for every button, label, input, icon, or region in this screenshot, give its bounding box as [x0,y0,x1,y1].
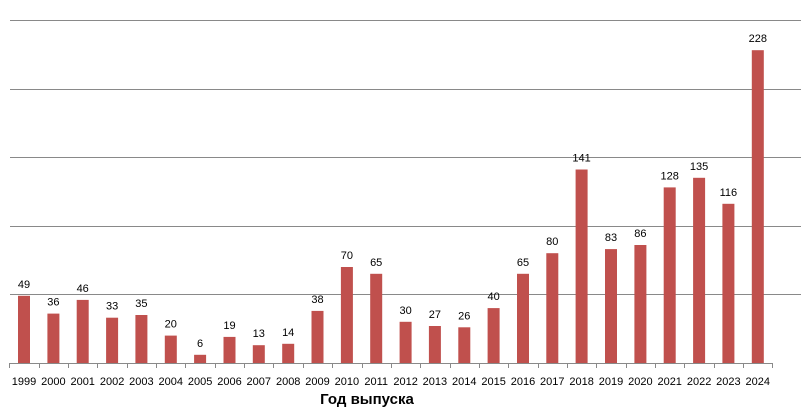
data-label-2013: 27 [429,309,441,321]
data-label-2010: 70 [341,250,353,262]
x-tick-label-2005: 2005 [188,376,212,388]
bar-2011 [370,273,383,363]
bar-2010 [340,267,353,363]
data-label-2024: 228 [749,33,767,45]
data-label-2018: 141 [572,153,590,165]
gridlines [10,20,801,295]
bar-2007 [252,345,265,363]
data-label-2006: 19 [223,320,235,332]
x-tick-label-2003: 2003 [129,376,153,388]
bar-2017 [546,253,559,363]
data-labels: 49 36 46 33 35 20 6 19 13 14 38 70 65 30 27 26 40 65 80 141… [18,33,767,350]
bar-2015 [487,308,500,363]
x-tick-label-2009: 2009 [305,376,329,388]
data-label-2008: 14 [282,327,294,339]
data-label-2007: 13 [253,328,265,340]
x-tick-label-2015: 2015 [481,376,505,388]
data-label-2001: 46 [77,283,89,295]
bar-2004 [164,335,177,363]
bar-2006 [223,336,236,363]
x-tick-label-2017: 2017 [540,376,564,388]
x-tick-label-2007: 2007 [247,376,271,388]
data-label-2002: 33 [106,301,118,313]
bar-2018 [575,169,588,363]
data-label-2022: 135 [690,161,708,173]
bar-2020 [634,245,647,363]
bar-2013 [428,326,441,363]
x-tick-label-2023: 2023 [716,376,740,388]
bar-2000 [47,313,60,363]
data-label-2019: 83 [605,232,617,244]
bars [18,50,764,363]
data-label-2015: 40 [487,291,499,303]
data-label-2014: 26 [458,310,470,322]
bar-2022 [693,177,706,363]
bar-1999 [18,295,30,363]
bar-2002 [106,317,119,363]
bar-2008 [282,343,295,363]
bar-2012 [399,321,412,363]
bar-2001 [76,299,89,363]
bar-2024 [751,50,764,363]
data-label-2004: 20 [165,319,177,331]
x-tick-label-2018: 2018 [569,376,593,388]
x-tick-label-2008: 2008 [276,376,300,388]
x-tick-label-2012: 2012 [393,376,417,388]
x-tick-label-2004: 2004 [159,376,183,388]
x-tick-label-2020: 2020 [628,376,652,388]
bar-2014 [458,327,471,363]
x-tick-labels: 1999 2000 2001 2002 2003 2004 2005 2006 2007 2008… [9,363,773,388]
x-tick-label-1999: 1999 [12,376,36,388]
data-label-2012: 30 [399,305,411,317]
x-tick-label-2002: 2002 [100,376,124,388]
bar-2009 [311,310,324,363]
data-label-2021: 128 [661,170,679,182]
x-tick-label-2006: 2006 [217,376,241,388]
data-label-2005: 6 [197,338,203,350]
x-tick-label-2019: 2019 [599,376,623,388]
x-tick-label-2022: 2022 [687,376,711,388]
x-tick-label-2001: 2001 [70,376,94,388]
bar-2003 [135,315,148,363]
bar-2005 [194,354,207,363]
bar-2023 [722,203,735,363]
x-axis-title: Год выпуска [320,391,414,408]
data-label-2000: 36 [47,297,59,309]
bar-2021 [663,187,676,363]
x-tick-label-2013: 2013 [423,376,447,388]
data-label-2009: 38 [311,294,323,306]
data-label-2017: 80 [546,236,558,248]
data-label-1999: 49 [18,279,30,291]
x-tick-label-2016: 2016 [511,376,535,388]
data-label-2020: 86 [634,228,646,240]
x-tick-label-2024: 2024 [746,376,770,388]
x-tick-label-2010: 2010 [335,376,359,388]
data-label-2003: 35 [135,298,147,310]
data-label-2023: 116 [720,187,738,199]
data-label-2011: 65 [370,257,382,269]
bar-2016 [517,273,529,363]
x-tick-label-2011: 2011 [364,376,388,388]
x-tick-label-2021: 2021 [657,376,681,388]
data-label-2016: 65 [517,257,529,269]
x-tick-label-2000: 2000 [41,376,65,388]
bar-2019 [605,249,617,363]
x-tick-label-2014: 2014 [452,376,476,388]
